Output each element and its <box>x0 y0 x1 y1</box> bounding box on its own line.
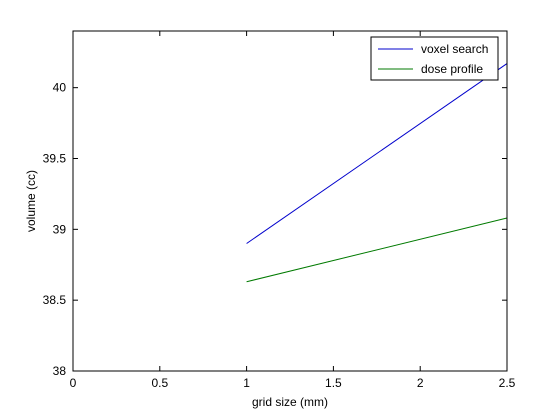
y-tick-label: 38 <box>53 364 67 378</box>
legend-label-dose-profile: dose profile <box>421 62 483 76</box>
plot-background <box>73 31 507 371</box>
axis-layer: 0 0.5 1 1.5 2 2.5 38 38.5 39 39.5 40 <box>43 31 516 390</box>
y-tick-label: 39 <box>53 222 67 236</box>
series-layer <box>246 63 508 283</box>
series-line-dose-profile <box>246 217 508 283</box>
plot-area <box>73 31 507 371</box>
plot-frame <box>72 30 508 372</box>
legend-label-voxel-search: voxel search <box>421 42 488 56</box>
x-tick-label: 2.5 <box>499 376 516 390</box>
x-tick-label: 1.5 <box>325 376 342 390</box>
y-tick-label: 38.5 <box>43 293 67 307</box>
x-tick-label: 0.5 <box>151 376 168 390</box>
legend: voxel search dose profile <box>370 36 499 81</box>
y-axis-label: volume (cc) <box>24 170 38 232</box>
x-tick-label: 1 <box>243 376 250 390</box>
x-axis-label: grid size (mm) <box>252 395 328 409</box>
y-tick-label: 39.5 <box>43 152 67 166</box>
legend-box <box>370 36 499 81</box>
x-tick-label: 0 <box>70 376 77 390</box>
series-line-voxel-search <box>246 63 508 244</box>
x-tick-label: 2 <box>417 376 424 390</box>
y-tick-label: 40 <box>53 81 67 95</box>
